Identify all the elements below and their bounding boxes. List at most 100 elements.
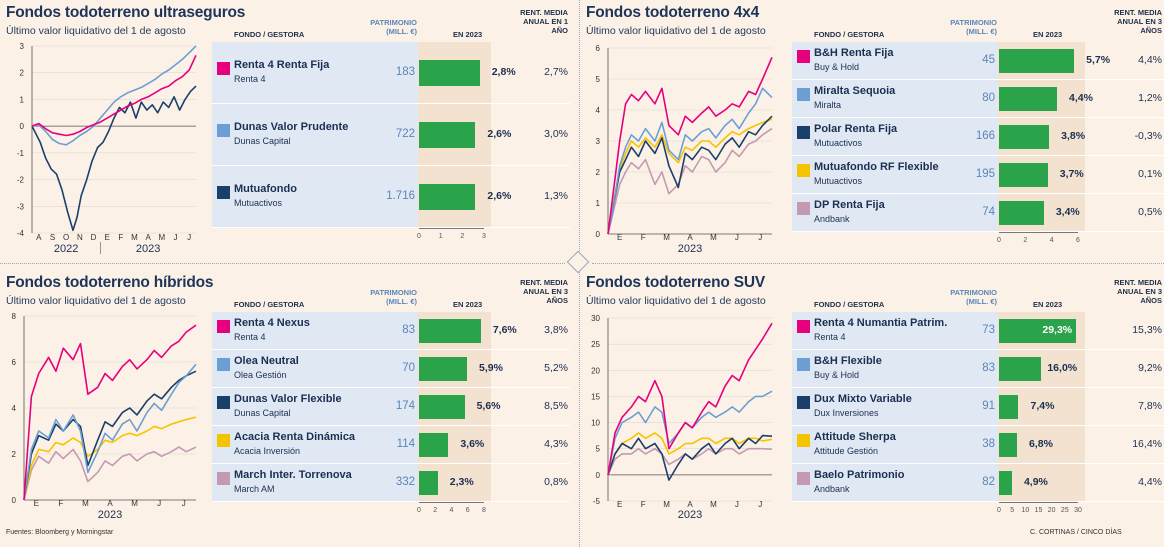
fund-manager: Renta 4: [234, 331, 266, 342]
chart-panel-suv: Fondos todoterreno SUV Último valor liqui…: [580, 270, 1164, 540]
series-swatch: [797, 163, 810, 177]
patrimonio-value: 91: [982, 399, 995, 412]
fund-manager: Andbank: [814, 483, 850, 494]
x-tick-label: J: [735, 500, 739, 509]
rent-value: 4,3%: [544, 437, 568, 450]
x-tick-label: F: [641, 233, 646, 242]
series-swatch: [797, 49, 810, 63]
y-tick-label: 0: [596, 230, 601, 239]
fund-name: Dux Mixto Variable: [814, 392, 912, 405]
col-header-patrimonio: PATRIMONIO (MILL. €): [370, 288, 417, 306]
bar-axis-tick-label: 15: [1034, 507, 1043, 514]
series-line-olea-neutral: [23, 363, 197, 501]
x-tick-label: E: [617, 500, 622, 509]
patrimonio-value: 38: [982, 437, 995, 450]
x-tick-label: J: [758, 233, 762, 242]
x-tick-label: M: [663, 233, 670, 242]
x-tick-label: A: [36, 233, 42, 242]
y-tick-label: 2: [596, 168, 601, 177]
col-header-en2023: EN 2023: [453, 300, 483, 309]
y-tick-label: 0: [596, 471, 601, 480]
bar-value-label: 3,4%: [1055, 205, 1080, 218]
rent-value: 1,2%: [1138, 91, 1162, 104]
patrimonio-value: 195: [975, 167, 995, 180]
series-line-b-h-renta-fija: [607, 56, 773, 235]
bar-en2023: [999, 200, 1044, 225]
patrimonio-value: 45: [982, 53, 995, 66]
x-tick-label: M: [663, 500, 670, 509]
series-line-baelo-patrimonio: [607, 447, 773, 476]
panel-title: Fondos todoterreno híbridos: [6, 274, 214, 291]
col-header-fondo: FONDO / GESTORA: [234, 300, 305, 309]
series-line-attitude-sherpa: [607, 432, 773, 476]
bar-en2023: [419, 59, 480, 86]
chart-panel-hibridos: Fondos todoterreno híbridos Último valor …: [0, 270, 578, 540]
y-tick-label: 4: [596, 106, 601, 115]
table-row: Dunas Valor Flexible Dunas Capital 174 5,6%…: [212, 388, 570, 426]
x-tick-label: J: [157, 499, 161, 508]
x-tick-label: E: [617, 233, 622, 242]
fund-table: FONDO / GESTORA PATRIMONIO (MILL. €) EN 20…: [792, 270, 1164, 540]
chart-panel-4x4: Fondos todoterreno 4x4 Último valor liqui…: [580, 0, 1164, 270]
rent-value: 7,8%: [1138, 399, 1162, 412]
y-tick-label: 2: [12, 450, 17, 459]
col-header-en2023: EN 2023: [1033, 300, 1063, 309]
series-line-dux-mixto-variable: [607, 434, 773, 481]
bar-en2023: [999, 394, 1019, 419]
bar-value-label: 7,4%: [1030, 399, 1055, 412]
bar-axis-tick-label: 0: [997, 507, 1001, 514]
rent-value: 5,2%: [544, 361, 568, 374]
panel-title: Fondos todoterreno ultraseguros: [6, 4, 246, 21]
y-tick-label: 15: [591, 392, 600, 401]
fund-name: Mutuafondo: [234, 182, 297, 195]
table-row: Renta 4 Nexus Renta 4 83 7,6% 3,8%: [212, 312, 570, 350]
panel-subtitle: Último valor liquidativo del 1 de agosto: [6, 25, 186, 37]
series-line-dunas-valor-prudente: [31, 45, 197, 146]
series-swatch: [797, 395, 810, 409]
bar-axis-tick-label: 10: [1021, 507, 1030, 514]
y-tick-label: 30: [591, 314, 600, 323]
panel-title: Fondos todoterreno 4x4: [586, 4, 760, 21]
fund-manager: Mutuactivos: [234, 197, 283, 208]
series-swatch: [217, 395, 230, 409]
bar-en2023: [999, 162, 1048, 187]
fund-name: Olea Neutral: [234, 354, 299, 367]
bar-value-label: 3,6%: [460, 437, 485, 450]
fund-manager: Miralta: [814, 99, 842, 110]
series-line-mutuafondo-rf-flexible: [607, 118, 773, 235]
fund-table: FONDO / GESTORA PATRIMONIO (MILL. €) EN 20…: [792, 0, 1164, 270]
fund-manager: Renta 4: [814, 331, 846, 342]
fund-name: Acacia Renta Dinámica: [234, 430, 356, 443]
year-label: 2023: [136, 243, 160, 255]
vertical-divider: [579, 0, 580, 547]
rent-value: 0,5%: [1138, 205, 1162, 218]
col-header-fondo: FONDO / GESTORA: [814, 30, 885, 39]
series-swatch: [797, 201, 810, 215]
year-label: 2023: [678, 509, 702, 521]
patrimonio-value: 174: [395, 399, 415, 412]
bar-axis-line: [999, 232, 1078, 233]
bar-value-label: 5,6%: [476, 399, 501, 412]
bar-en2023: [419, 356, 467, 381]
y-tick-label: -3: [17, 202, 25, 211]
bar-axis-tick-label: 6: [465, 507, 470, 514]
rent-value: -0,3%: [1134, 129, 1162, 142]
line-chart: 30 25 20 15 10 5 0 -5 E F M A M J J 2023: [591, 314, 773, 521]
x-tick-label: A: [687, 233, 693, 242]
y-tick-label: 0: [20, 122, 25, 131]
bar-axis-tick-label: 2: [433, 507, 438, 514]
fund-manager: Andbank: [814, 213, 850, 224]
fund-manager: Dux Inversiones: [814, 407, 879, 418]
series-swatch: [217, 433, 230, 447]
fund-name: Baelo Patrimonio: [814, 468, 905, 481]
fund-table: FONDO / GESTORA PATRIMONIO (MILL. €) EN 20…: [212, 270, 570, 540]
bar-axis-tick-label: 2: [460, 233, 465, 240]
series-swatch: [217, 357, 230, 371]
bar-en2023: [419, 183, 476, 210]
fund-name: Dunas Valor Prudente: [234, 120, 349, 133]
credit-note: C. CORTINAS / CINCO DÍAS: [1030, 529, 1122, 536]
x-tick-label: J: [758, 500, 762, 509]
patrimonio-value: 114: [396, 437, 415, 450]
bar-en2023: [999, 48, 1075, 73]
bar-axis-tick-label: 5: [1010, 507, 1015, 514]
